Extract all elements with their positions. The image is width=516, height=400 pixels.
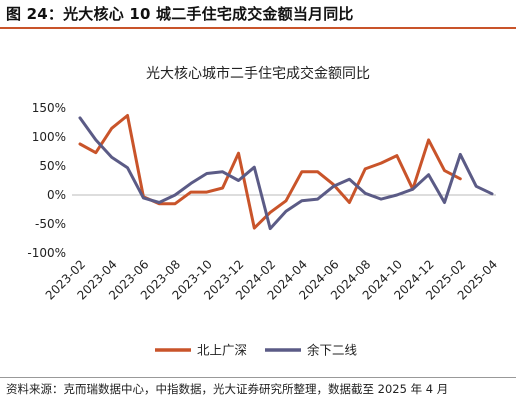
legend: 北上广深 余下二线 [155, 343, 358, 358]
y-tick-label: 100% [32, 130, 66, 144]
series-lines [78, 114, 494, 231]
y-tick-label: -50% [35, 217, 66, 231]
legend-label-2: 余下二线 [307, 343, 358, 358]
y-tick-label: -100% [27, 246, 66, 260]
title-underline [0, 27, 516, 29]
source-note: 资料来源：克而瑞数据中心，中指数据，光大证券研究所整理，数据截至 2025 年 … [6, 382, 449, 396]
y-tick-label: 50% [39, 159, 66, 173]
series-line-2 [78, 116, 494, 231]
source-divider [0, 377, 516, 378]
y-tick-label: 150% [32, 101, 66, 115]
line-chart: 光大核心城市二手住宅成交金额同比 150%100%50%0%-50%-100%2… [27, 65, 500, 358]
chart-title: 光大核心城市二手住宅成交金额同比 [146, 65, 370, 82]
legend-label-1: 北上广深 [197, 343, 247, 358]
y-tick-label: 0% [47, 188, 66, 202]
figure-title: 图 24：光大核心 10 城二手住宅成交金额当月同比 [6, 5, 354, 23]
series-line-1 [78, 114, 462, 230]
